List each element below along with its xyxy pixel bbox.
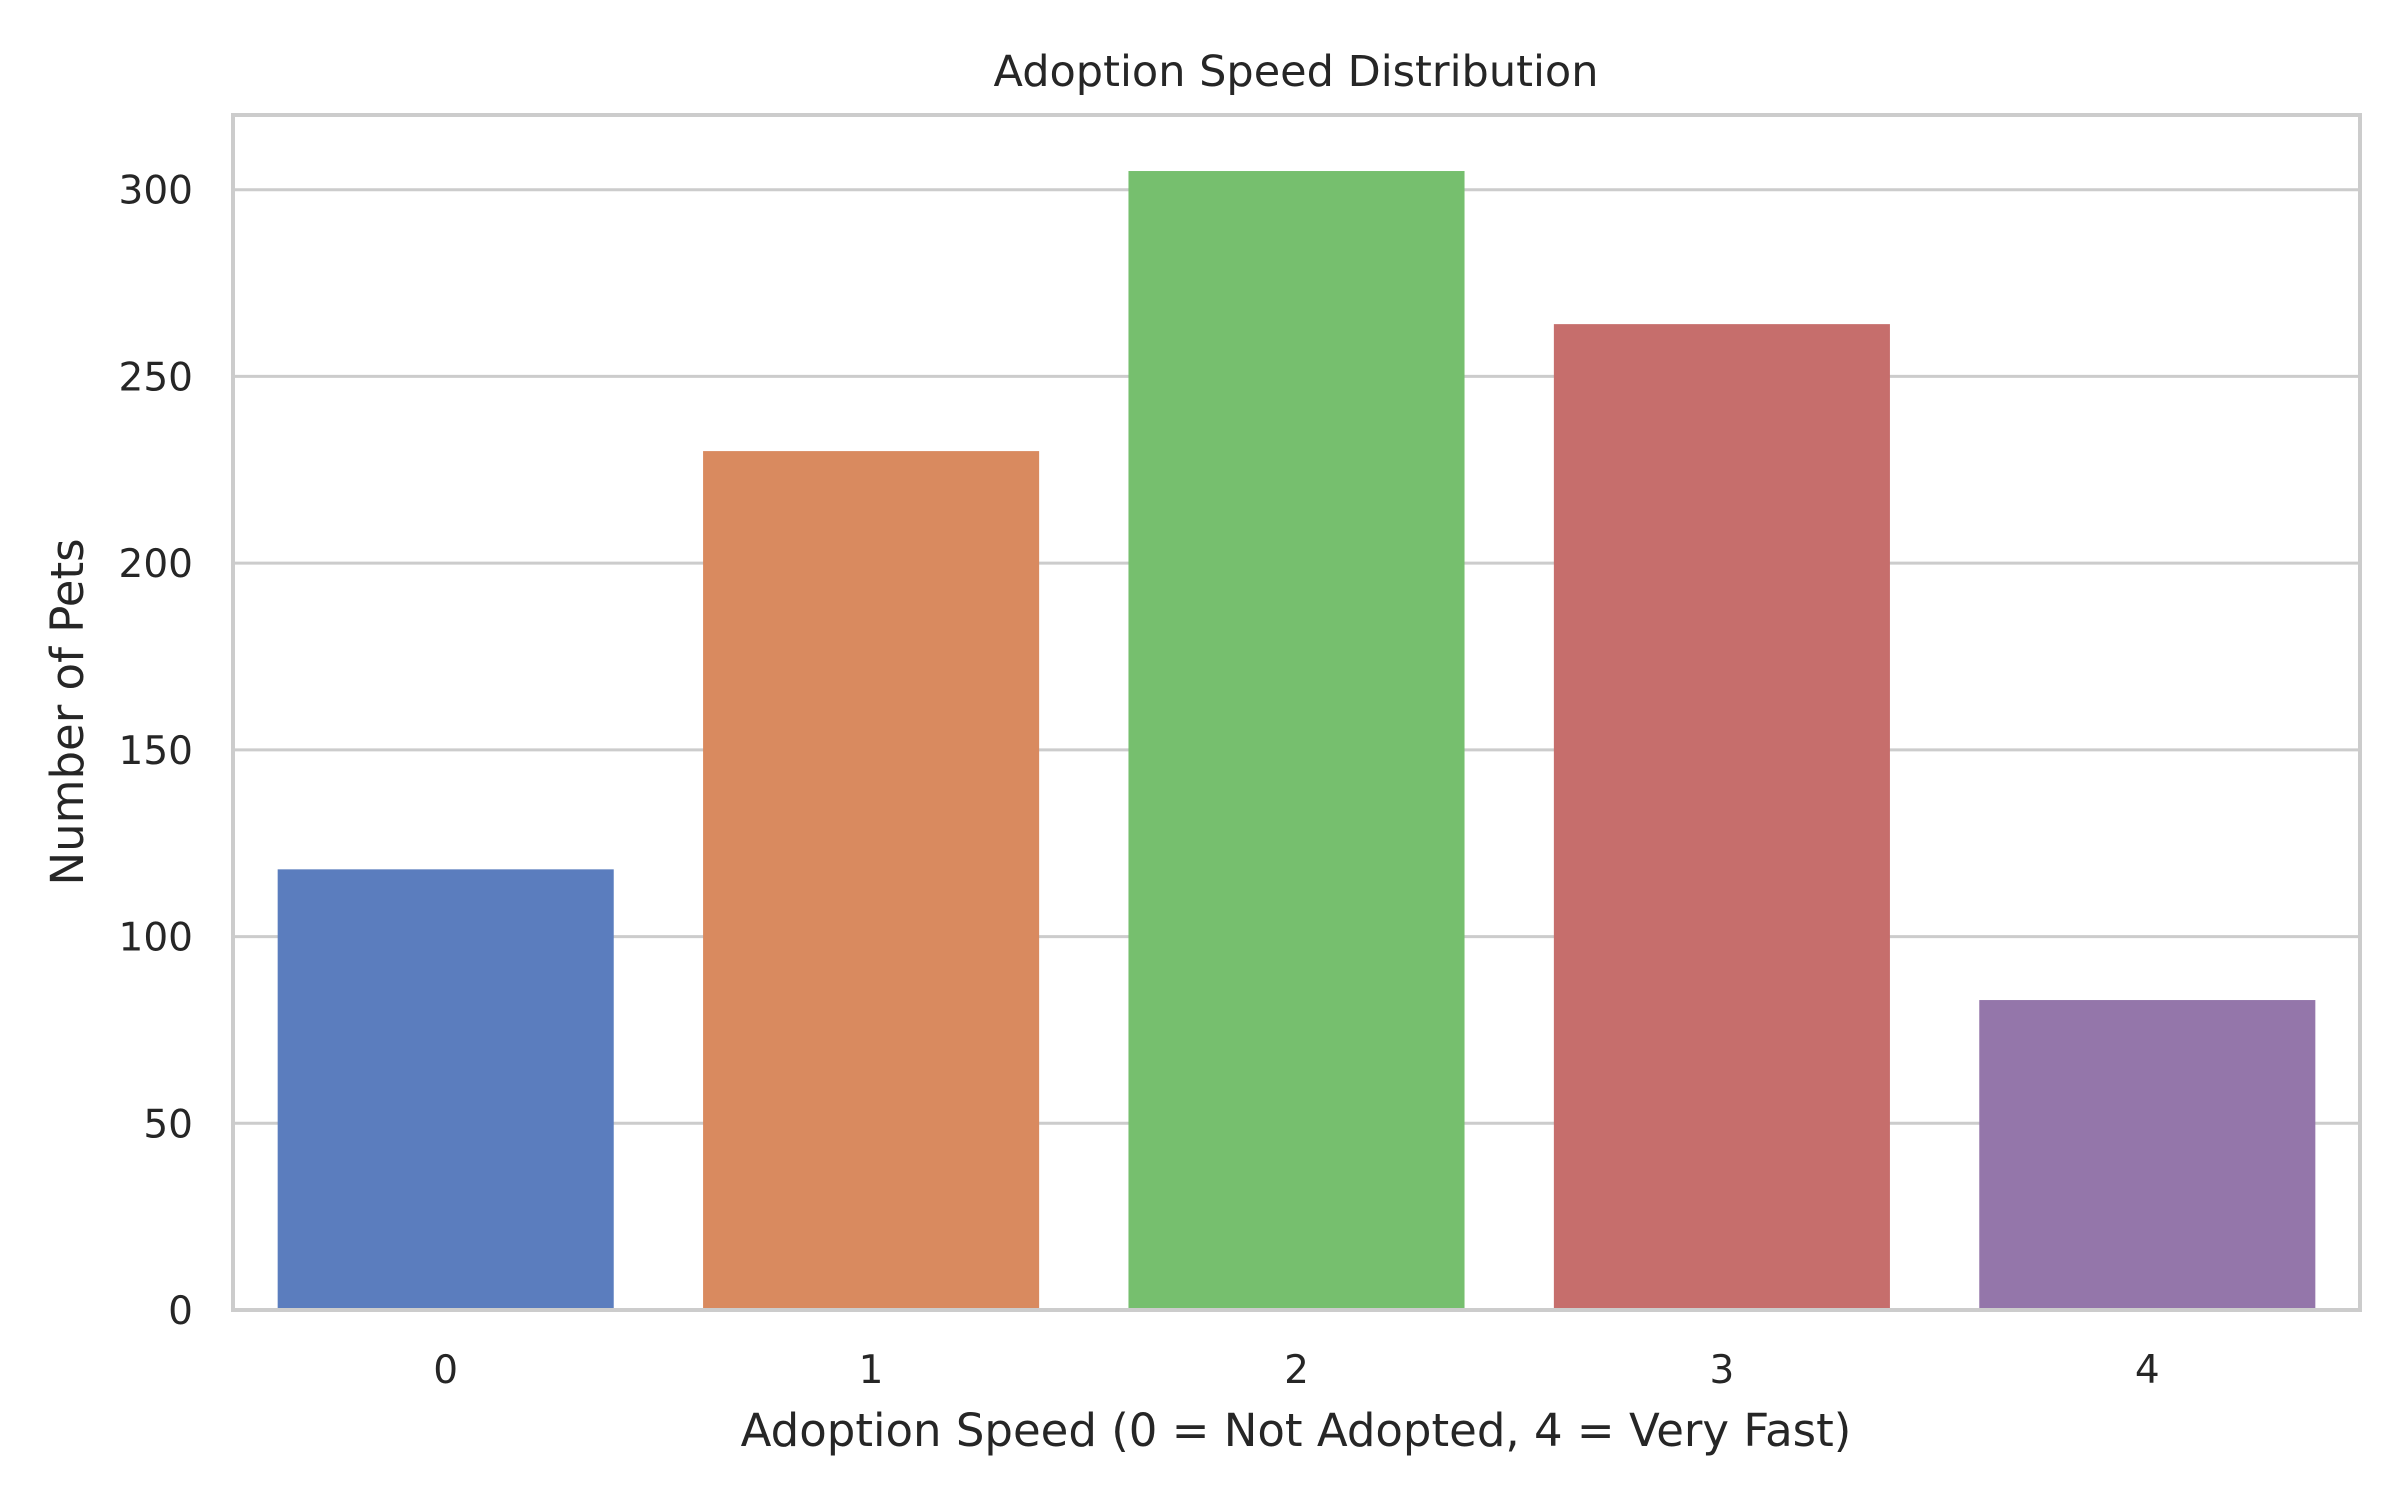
y-tick-label: 150 (119, 729, 193, 774)
y-axis-label: Number of Pets (41, 538, 94, 885)
y-tick-label: 300 (119, 169, 193, 214)
x-tick-label: 1 (859, 1348, 884, 1393)
x-tick-label: 0 (433, 1348, 458, 1393)
bar-0 (277, 869, 614, 1310)
x-axis-label: Adoption Speed (0 = Not Adopted, 4 = Ver… (741, 1404, 1852, 1457)
bar-2 (1128, 171, 1465, 1310)
y-tick-labels: 0 50 100 150 200 250 300 (119, 169, 193, 1334)
y-tick-label: 200 (119, 542, 193, 587)
y-tick-label: 100 (119, 916, 193, 961)
bar-4 (1979, 1000, 2316, 1310)
x-tick-label: 2 (1284, 1348, 1309, 1393)
x-tick-label: 4 (2135, 1348, 2160, 1393)
x-tick-label: 3 (1709, 1348, 1734, 1393)
y-tick-label: 0 (168, 1289, 193, 1334)
y-tick-label: 50 (143, 1102, 193, 1147)
x-tick-labels: 0 1 2 3 4 (433, 1348, 2159, 1393)
bar-3 (1553, 324, 1890, 1310)
y-tick-label: 250 (119, 355, 193, 400)
plot-frame (231, 113, 2362, 1312)
bar-1 (703, 451, 1040, 1310)
bars (277, 171, 2316, 1310)
chart-title: Adoption Speed Distribution (994, 47, 1599, 97)
